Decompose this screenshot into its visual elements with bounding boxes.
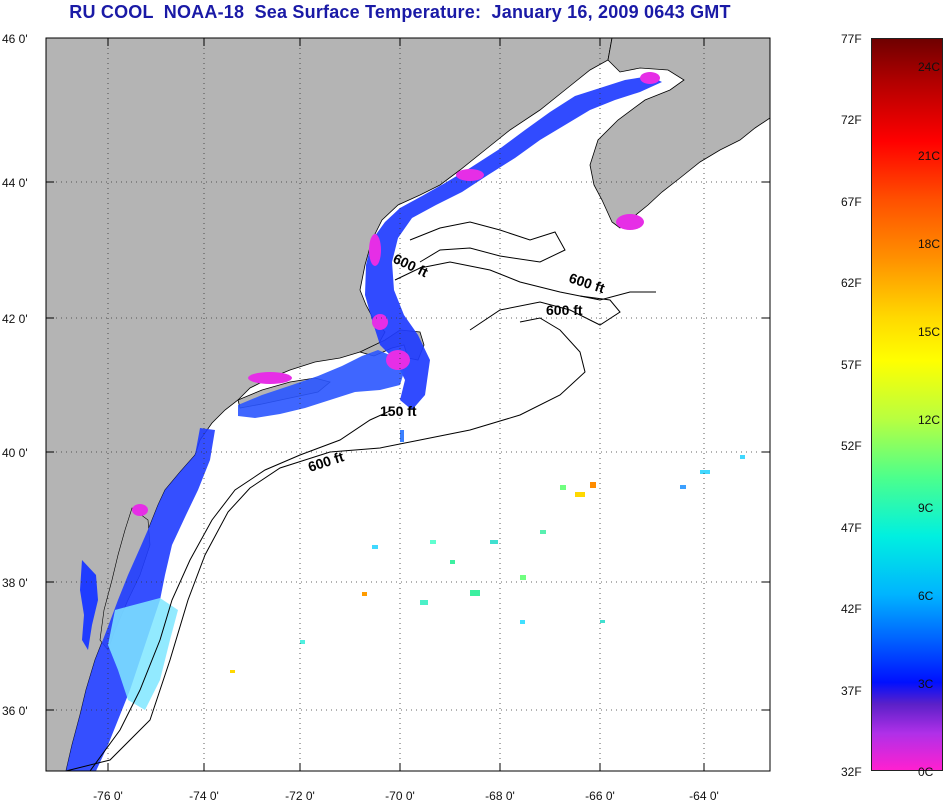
cold-water-mid-atlantic [66,428,215,771]
colorbar-c-label: 21C [918,149,941,163]
lon-label: -70 0' [385,789,415,803]
contour-georges-bank [469,295,621,331]
colorbar-c-label: 3C [918,677,934,691]
lat-ticks [46,37,770,711]
bathymetry-contours [65,221,656,771]
coldest-water-patches [132,72,660,516]
warm-patch-virginia [108,598,178,710]
cold-water-southern-new-england [238,350,404,418]
temperature-colorbar [871,38,943,771]
colorbar-f-label: 37F [841,684,862,698]
contour-600ft-gulf [394,261,656,301]
chesapeake-bay [80,560,98,650]
colorbar-f-label: 52F [841,439,862,453]
colorbar-c-label: 6C [918,589,934,603]
contour-label: 150 ft [380,403,417,419]
lon-label: -68 0' [485,789,515,803]
lon-label: -72 0' [285,789,315,803]
colorbar-c-label: 0C [918,765,934,779]
colorbar-c-label: 24C [918,60,941,74]
lat-label: 44 0' [2,176,28,190]
colorbar-f-label: 72F [841,113,862,127]
lon-label: -74 0' [189,789,219,803]
map-frame [45,37,771,772]
offshore-data-specks [230,430,745,673]
contour-600ft-gulf-inner [409,221,566,263]
colorbar-f-label: 57F [841,358,862,372]
lon-ticks [107,38,705,771]
lon-label: -66 0' [585,789,615,803]
contour-150ft [89,409,393,771]
lat-label: 46 0' [2,32,28,46]
colorbar-c-label: 18C [918,237,941,251]
lat-label: 42 0' [2,312,28,326]
colorbar-f-label: 62F [841,276,862,290]
colorbar-c-label: 9C [918,501,934,515]
cold-water-gulf-of-maine [365,76,662,410]
lat-label: 38 0' [2,576,28,590]
colorbar-f-label: 77F [841,32,862,46]
lat-label: 40 0' [2,446,28,460]
colorbar-f-label: 67F [841,195,862,209]
contour-label: 600 ft [546,302,583,318]
lat-label: 36 0' [2,704,28,718]
graticule [46,38,770,771]
map-title: RU COOL NOAA-18 Sea Surface Temperature:… [69,2,731,22]
colorbar-f-label: 32F [841,765,862,779]
colorbar-f-label: 42F [841,602,862,616]
colorbar-f-label: 47F [841,521,862,535]
contour-600ft-south [65,317,586,771]
lon-label: -64 0' [689,789,719,803]
colorbar-c-label: 15C [918,325,941,339]
lon-label: -76 0' [93,789,123,803]
land-nova-scotia [589,38,770,229]
colorbar-c-label: 12C [918,413,941,427]
